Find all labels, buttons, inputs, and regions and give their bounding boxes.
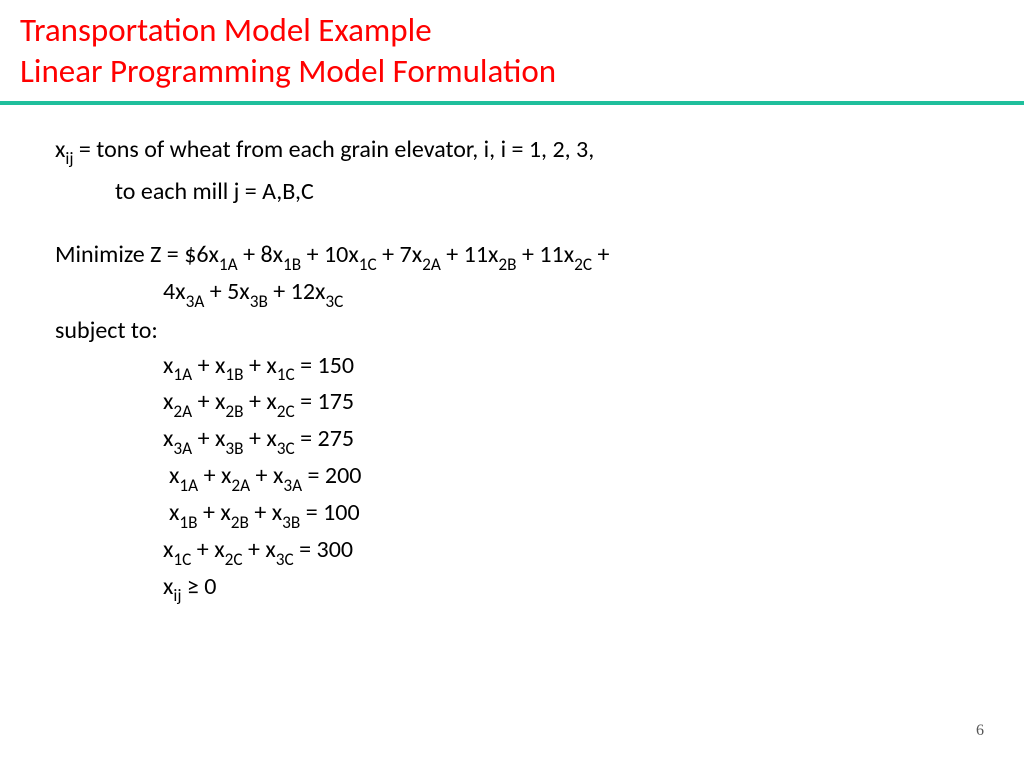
constraint-row: x1C + x2C + x3C = 300	[163, 533, 984, 570]
var-def-text: = tons of wheat from each grain elevator…	[74, 135, 595, 164]
constraint-row: x1A + x2A + x3A = 200	[163, 459, 984, 496]
slide-title-block: Transportation Model Example Linear Prog…	[0, 0, 1024, 101]
objective-trailing-plus: +	[592, 240, 609, 269]
constraint-row: x1B + x2B + x3B = 100	[163, 496, 984, 533]
var-subscript: ij	[65, 148, 73, 169]
constraint-row: x2A + x2B + x2C = 175	[163, 385, 984, 422]
nonnegativity-constraint: xij ≥ 0	[163, 570, 984, 607]
constraint-row: x1A + x1B + x1C = 150	[163, 349, 984, 386]
slide-body: xij = tons of wheat from each grain elev…	[0, 105, 1024, 607]
page-number: 6	[976, 722, 984, 740]
objective-line2: 4x3A + 5x3B + 12x3C	[55, 275, 984, 312]
variable-definition-line2: to each mill j = A,B,C	[55, 175, 984, 210]
subject-to-label: subject to:	[55, 314, 984, 349]
title-line-2: Linear Programming Model Formulation	[20, 51, 1004, 92]
var-symbol: x	[55, 135, 65, 164]
constraint-row: x3A + x3B + x3C = 275	[163, 422, 984, 459]
variable-definition-line1: xij = tons of wheat from each grain elev…	[55, 133, 984, 170]
title-line-1: Transportation Model Example	[20, 10, 1004, 51]
constraints-block: x1A + x1B + x1C = 150x2A + x2B + x2C = 1…	[55, 349, 984, 607]
objective-line1: Minimize Z = $6x1A + 8x1B + 10x1C + 7x2A…	[55, 238, 984, 275]
objective-label: Minimize Z =	[55, 240, 184, 269]
objective-terms-2: 4x3A + 5x3B + 12x3C	[163, 277, 343, 306]
objective-terms-1: $6x1A + 8x1B + 10x1C + 7x2A + 11x2B + 11…	[184, 240, 592, 269]
